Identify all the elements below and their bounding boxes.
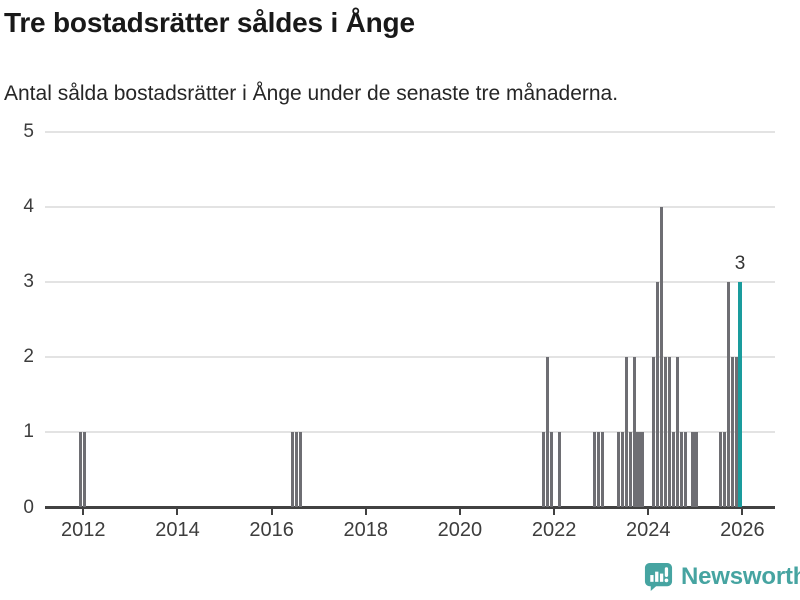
gridline xyxy=(45,205,775,208)
x-axis-tick xyxy=(176,509,179,515)
bar xyxy=(295,432,299,508)
bar xyxy=(695,432,699,508)
bar xyxy=(83,432,87,508)
bar xyxy=(726,281,730,508)
chart-subtitle: Antal sålda bostadsrätter i Ånge under d… xyxy=(4,82,619,105)
gridline xyxy=(45,280,775,283)
newsworthy-logo-icon xyxy=(644,562,673,592)
footer-brand: Newsworthy xyxy=(643,561,800,592)
bar xyxy=(691,432,695,508)
x-axis-tick-label: 2020 xyxy=(437,518,483,541)
bar xyxy=(620,432,624,508)
bar xyxy=(616,432,620,508)
x-axis-line xyxy=(45,506,775,509)
x-axis-tick-label: 2026 xyxy=(720,518,765,541)
bar xyxy=(593,432,597,508)
y-axis-label: 1 xyxy=(23,421,34,443)
bar xyxy=(730,357,734,508)
bar xyxy=(660,206,664,508)
bar xyxy=(291,432,295,508)
x-axis-tick xyxy=(270,509,273,515)
x-axis-tick xyxy=(741,509,744,515)
bar xyxy=(683,432,687,508)
x-axis-tick-label: 2018 xyxy=(343,518,389,541)
bar xyxy=(628,432,632,508)
bar xyxy=(722,432,726,508)
x-axis-tick xyxy=(553,509,556,515)
bar xyxy=(656,281,660,508)
bar xyxy=(679,432,683,508)
bar xyxy=(542,432,546,508)
bar-value-label: 3 xyxy=(734,252,746,274)
bar xyxy=(652,357,656,508)
bar xyxy=(636,432,640,508)
x-axis-tick-label: 2012 xyxy=(61,518,106,541)
y-axis-label: 0 xyxy=(23,496,34,518)
x-axis-tick xyxy=(82,509,85,515)
bar xyxy=(671,432,675,508)
bar xyxy=(734,357,738,508)
x-axis-tick-label: 2016 xyxy=(249,518,294,541)
x-axis-tick xyxy=(364,509,367,515)
bar xyxy=(546,357,550,508)
chart-title: Tre bostadsrätter såldes i Ånge xyxy=(4,7,415,38)
gridline xyxy=(45,356,775,359)
bar xyxy=(640,432,644,508)
bar xyxy=(79,432,83,508)
gridline xyxy=(45,431,775,434)
bar xyxy=(558,432,562,508)
y-axis-label: 2 xyxy=(23,346,34,368)
bar xyxy=(718,432,722,508)
gridline xyxy=(45,130,775,133)
y-axis-label: 5 xyxy=(23,120,34,142)
bar xyxy=(550,432,554,508)
x-axis-tick-label: 2022 xyxy=(531,518,577,541)
brand-name: Newsworthy xyxy=(681,562,800,590)
x-axis-tick xyxy=(458,509,461,515)
x-axis-tick-label: 2024 xyxy=(626,518,671,541)
bar xyxy=(675,357,679,508)
bar xyxy=(624,357,628,508)
bar xyxy=(299,432,303,508)
bar xyxy=(601,432,605,508)
x-axis-tick-label: 2014 xyxy=(155,518,200,541)
bar xyxy=(632,357,636,508)
highlight-bar xyxy=(738,281,742,508)
bar xyxy=(597,432,601,508)
x-axis-tick xyxy=(647,509,650,515)
bar xyxy=(663,357,668,508)
y-axis-label: 4 xyxy=(23,195,34,217)
bar xyxy=(667,357,671,508)
y-axis-label: 3 xyxy=(23,270,34,292)
